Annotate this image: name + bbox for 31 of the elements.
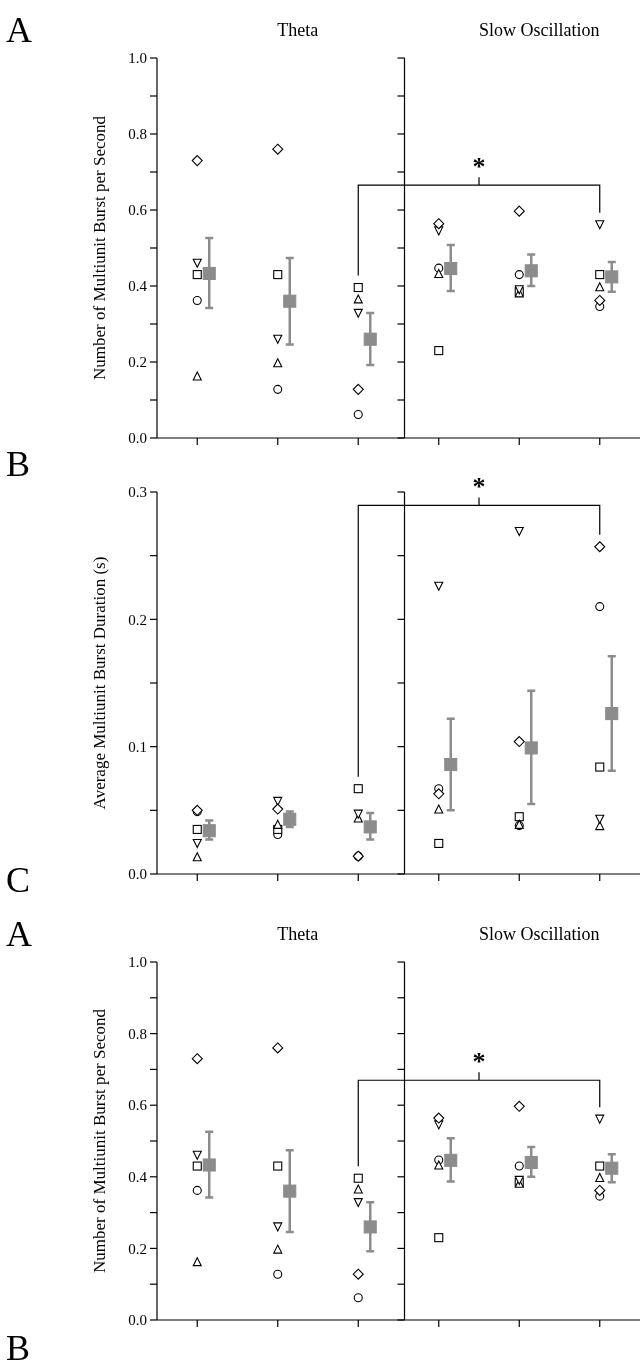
y-tick-label: 0.4 — [128, 278, 148, 295]
y-tick-label: 1.0 — [128, 954, 147, 971]
y-tick-label: 0.2 — [128, 611, 147, 628]
y-axis-title: Average Multiunit Burst Duration (s) — [90, 556, 109, 810]
y-tick-label: 0.8 — [128, 126, 147, 143]
y-tick-label: 0.4 — [128, 1169, 148, 1186]
y-tick-label: 0.0 — [128, 866, 147, 883]
annotation: * — [472, 472, 486, 502]
text: A — [6, 914, 32, 954]
text: Theta — [277, 20, 319, 40]
annotation: * — [472, 152, 486, 182]
text: Slow Oscillation — [479, 924, 600, 944]
y-tick-label: 0.2 — [128, 354, 147, 371]
y-tick-label: 0.8 — [128, 1025, 147, 1042]
y-tick-label: 1.0 — [128, 50, 147, 67]
text: B — [6, 444, 31, 484]
text: B — [6, 1328, 31, 1365]
y-tick-label: 0.2 — [128, 1240, 147, 1257]
y-tick-label: 0.1 — [128, 738, 147, 755]
y-tick-label: 0.6 — [128, 202, 148, 219]
y-axis-title: Number of Multiunit Burst per Second — [90, 115, 109, 380]
text: C — [6, 860, 31, 900]
y-tick-label: 0.3 — [128, 484, 147, 501]
text: Theta — [277, 924, 319, 944]
y-tick-label: 0.0 — [128, 430, 147, 447]
text: A — [6, 10, 32, 50]
y-axis-title: Number of Multiunit Burst per Second — [90, 1008, 109, 1273]
text: Slow Oscillation — [479, 20, 600, 40]
annotation: * — [472, 1047, 486, 1077]
y-tick-label: 0.6 — [128, 1097, 148, 1114]
y-tick-label: 0.0 — [128, 1312, 147, 1329]
